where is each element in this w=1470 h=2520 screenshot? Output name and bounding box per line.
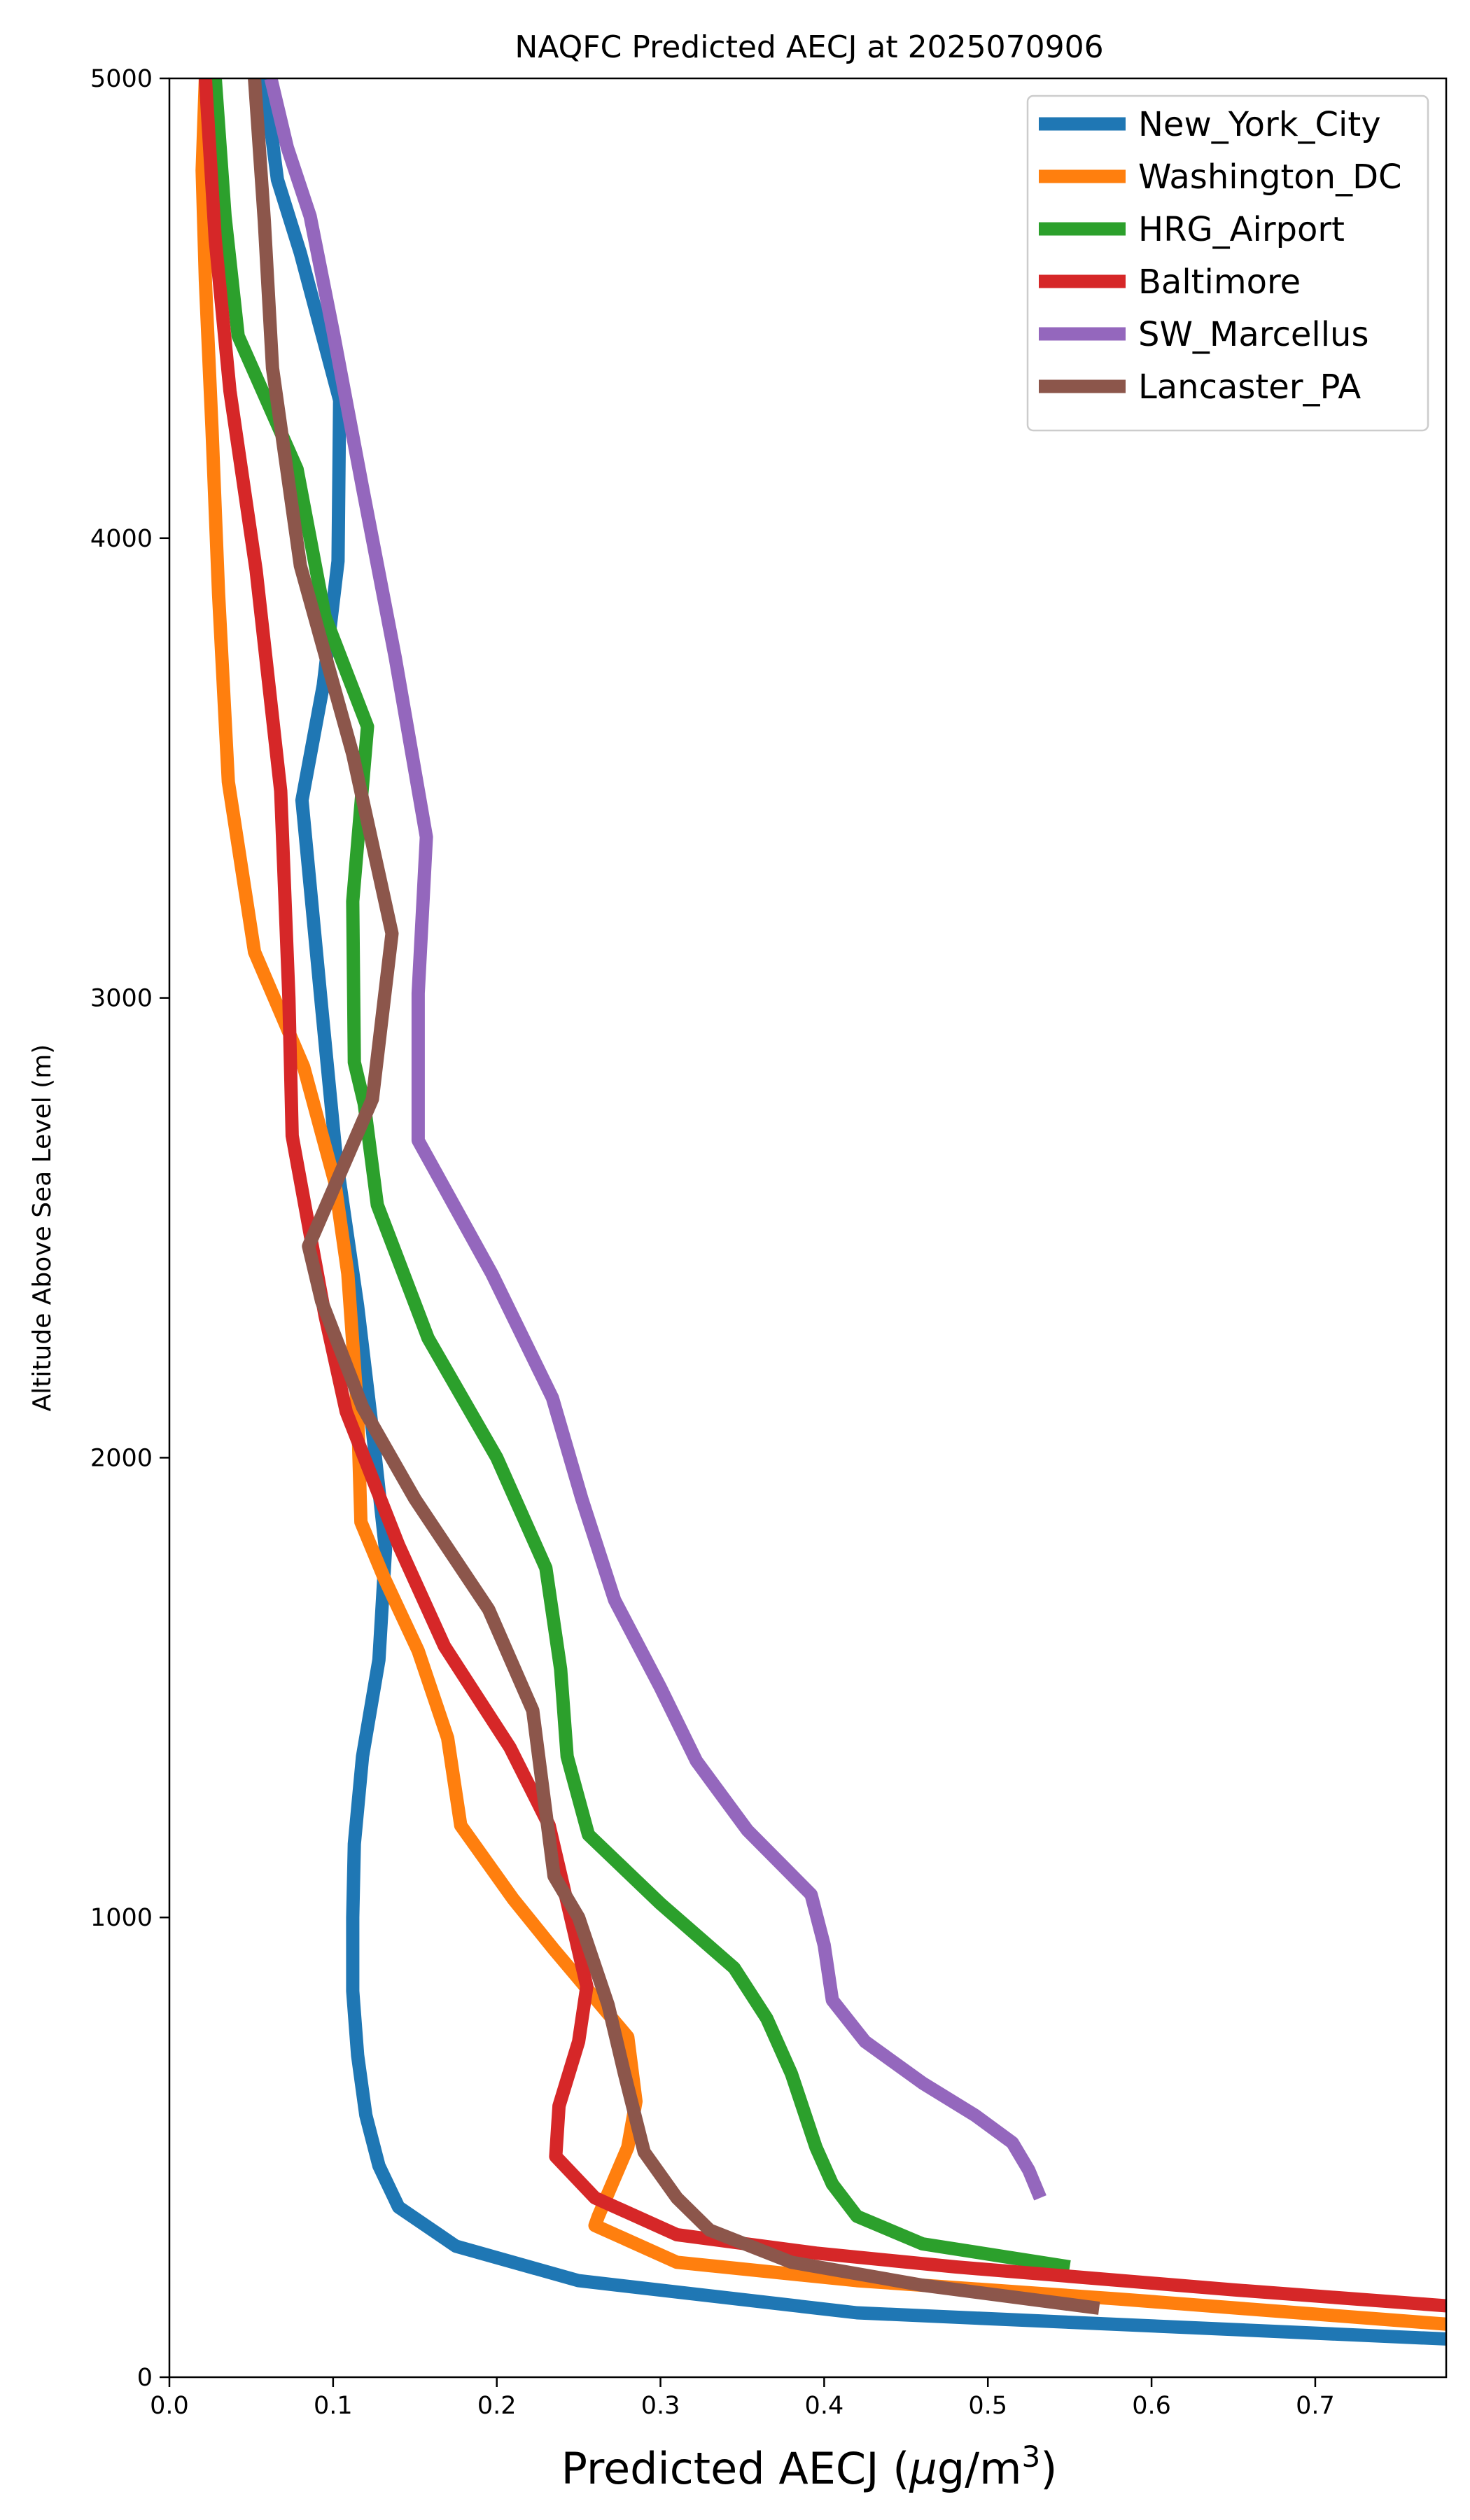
legend-label: Baltimore [1138,262,1301,302]
x-axis-label-close: ) [1040,2443,1057,2494]
x-axis-label-unit: g/m [937,2443,1022,2494]
series-line-washington-dc [195,78,1446,2331]
x-tick-label: 0.7 [1296,2392,1335,2420]
series-line-hrg-airport [209,78,1071,2274]
x-axis-label: Predicted AECJ (μg/m3) [561,2440,1058,2494]
y-tick-label: 5000 [90,65,153,93]
series-line-lancaster-pa [248,78,1100,2315]
x-tick-label: 0.1 [314,2392,353,2420]
legend-label: SW_Marcellus [1138,315,1368,354]
plot-area [195,78,1446,2346]
axes: 0.0 0.1 0.2 0.3 0.4 0.5 0.6 0.7 0 1000 2000 3000 400… [90,65,1448,2420]
legend-box [1026,94,1429,432]
plot-frame [168,77,1448,2379]
legend-label: New_York_City [1138,105,1381,144]
legend: New_York_City Washington_DC HRG_Airport Bal… [1026,94,1429,432]
x-tick-label: 0.6 [1132,2392,1171,2420]
series-line-sw-marcellus [264,78,1046,2201]
series-line-new-york-city [258,78,1446,2346]
legend-label: Washington_DC [1138,158,1402,197]
legend-label: Lancaster_PA [1138,368,1361,407]
x-axis-label-mu: μ [909,2443,937,2494]
x-tick-label: 0.2 [477,2392,517,2420]
y-tick-label: 3000 [90,985,153,1013]
legend-label: HRG_Airport [1138,210,1345,249]
y-tick-label: 0 [137,2364,153,2392]
x-axis-label-superscript: 3 [1021,2440,1040,2474]
x-tick-label: 0.0 [150,2392,189,2420]
y-tick-label: 4000 [90,525,153,553]
y-axis-label: Altitude Above Sea Level (m) [28,1044,57,1412]
x-axis-label-base: Predicted AECJ ( [561,2443,910,2494]
chart-title: NAQFC Predicted AECJ at 2025070906 [514,29,1103,65]
x-tick-label: 0.3 [641,2392,680,2420]
y-tick-label: 2000 [90,1444,153,1472]
y-tick-label: 1000 [90,1904,153,1932]
x-tick-label: 0.5 [968,2392,1007,2420]
x-tick-label: 0.4 [805,2392,844,2420]
